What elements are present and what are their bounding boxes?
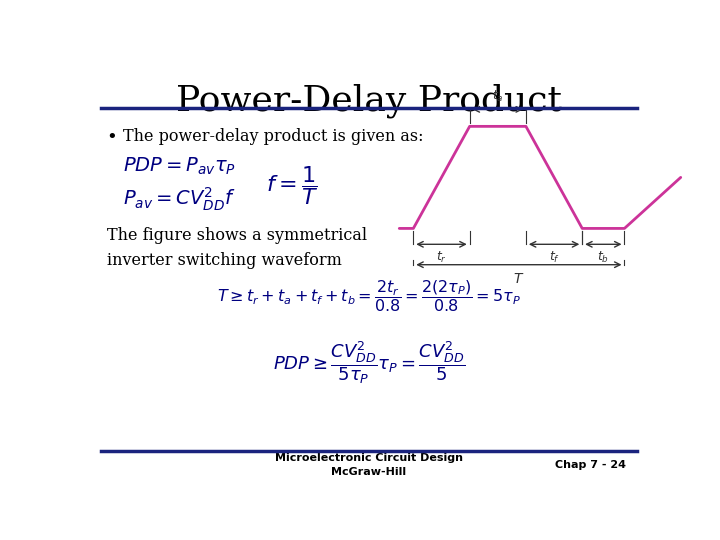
Text: $PDP = P_{av}\tau_{P}$: $PDP = P_{av}\tau_{P}$ — [124, 156, 237, 177]
Text: Microelectronic Circuit Design
McGraw-Hill: Microelectronic Circuit Design McGraw-Hi… — [275, 453, 463, 477]
Text: •: • — [107, 128, 117, 146]
Text: Chap 7 - 24: Chap 7 - 24 — [554, 460, 626, 470]
Text: $PDP \geq \dfrac{CV^2_{DD}}{5\tau_P}\tau_P = \dfrac{CV^2_{DD}}{5}$: $PDP \geq \dfrac{CV^2_{DD}}{5\tau_P}\tau… — [273, 339, 465, 386]
Text: $P_{av} = CV^2_{DD}f$: $P_{av} = CV^2_{DD}f$ — [124, 185, 236, 213]
Text: $t_r$: $t_r$ — [436, 250, 447, 265]
Text: Power-Delay Product: Power-Delay Product — [176, 84, 562, 118]
Text: $T \geq t_r + t_a + t_f + t_b = \dfrac{2t_r}{0.8} = \dfrac{2(2\tau_P)}{0.8} = 5\: $T \geq t_r + t_a + t_f + t_b = \dfrac{2… — [217, 278, 521, 314]
Text: $f = \dfrac{1}{T}$: $f = \dfrac{1}{T}$ — [266, 164, 318, 207]
Text: $t_f$: $t_f$ — [549, 250, 559, 265]
Text: $T$: $T$ — [513, 272, 525, 286]
Text: The figure shows a symmetrical
inverter switching waveform: The figure shows a symmetrical inverter … — [107, 227, 367, 269]
Text: The power-delay product is given as:: The power-delay product is given as: — [124, 128, 424, 145]
Text: $t_b$: $t_b$ — [598, 250, 609, 265]
Text: $t_a$: $t_a$ — [492, 89, 503, 104]
